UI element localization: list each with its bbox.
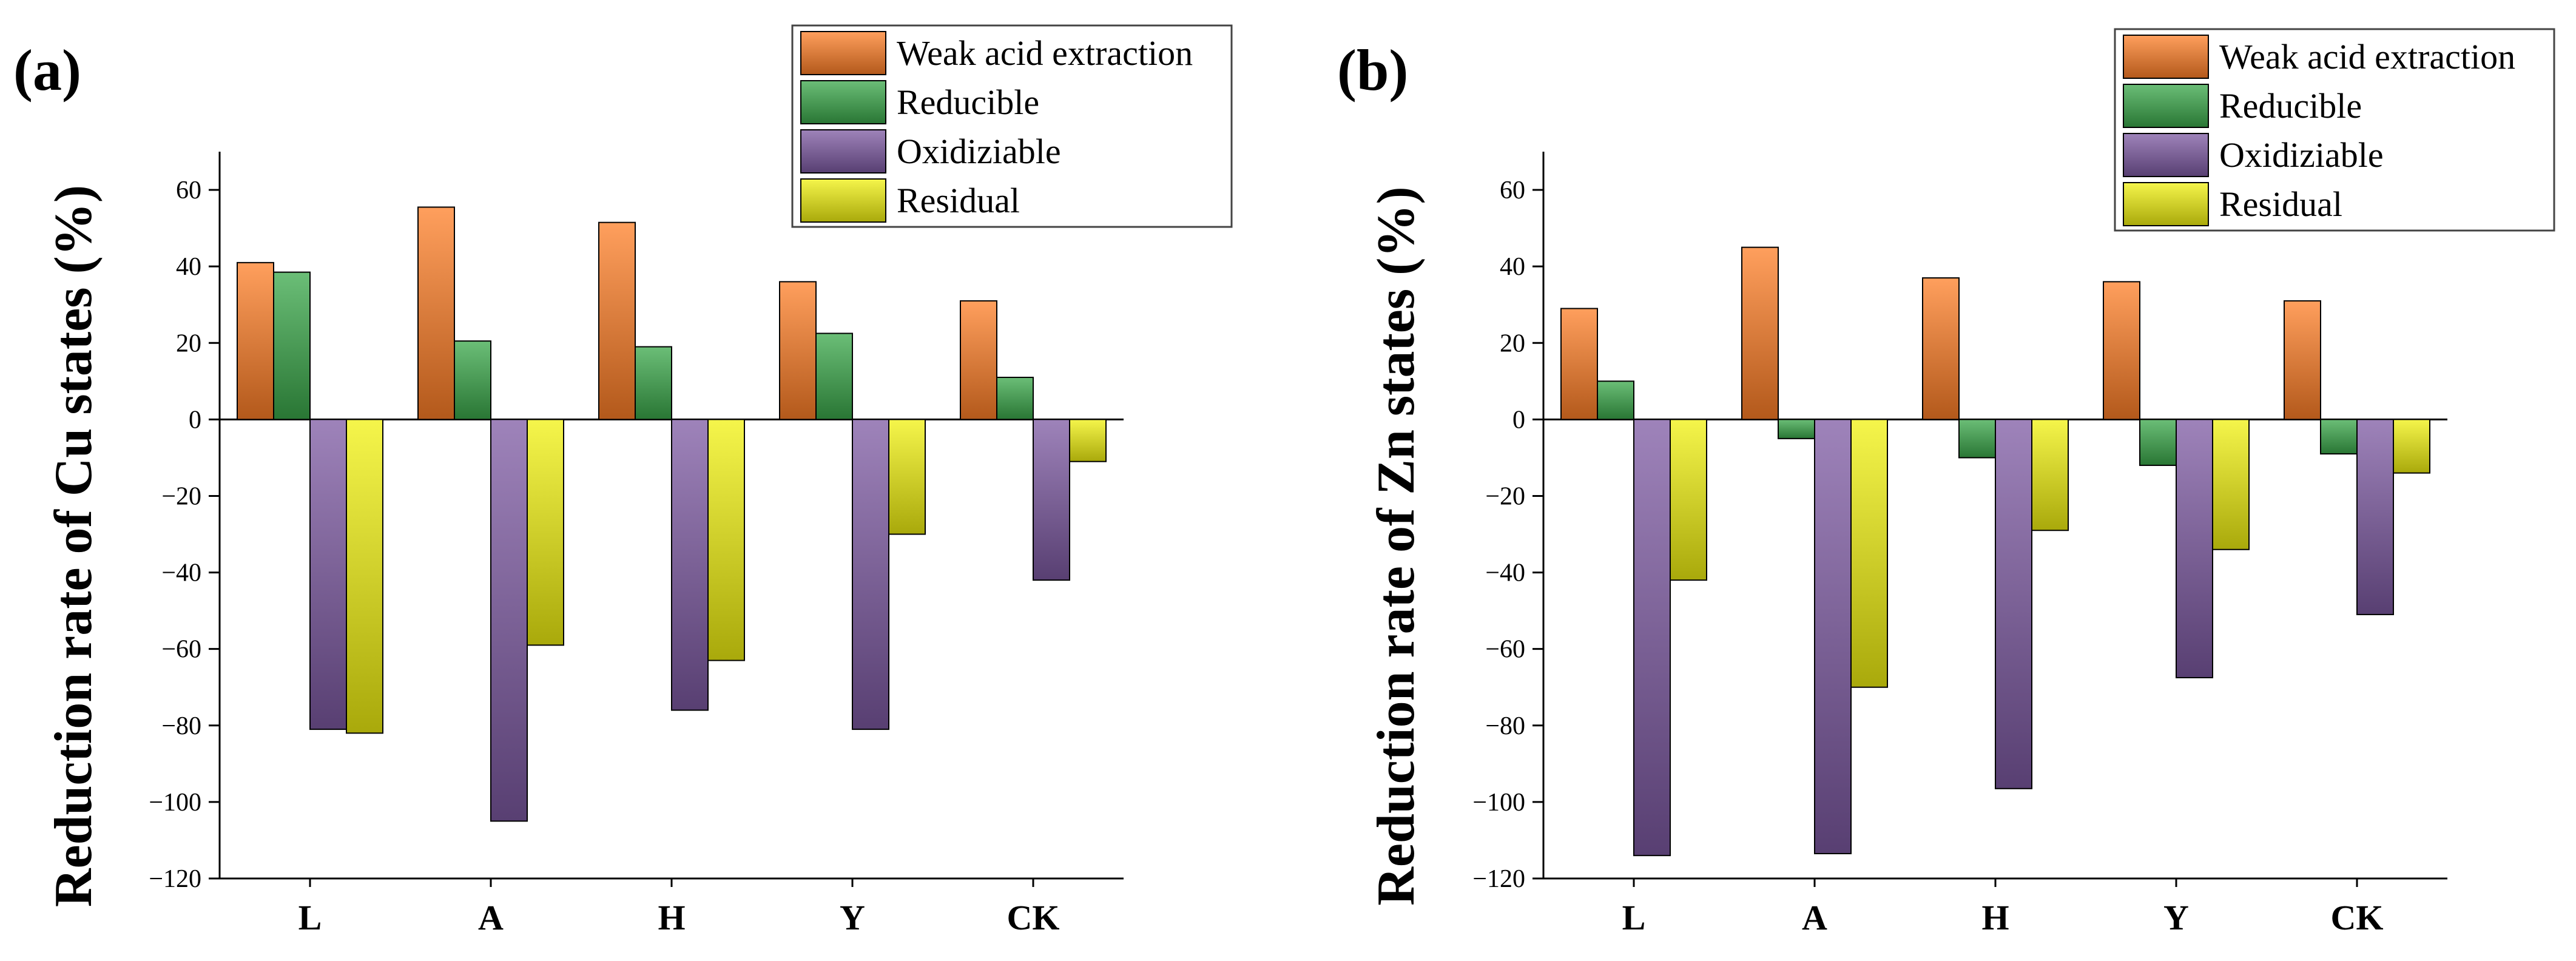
bar-a-l-s3	[346, 419, 383, 734]
bar-b-l-s0	[1560, 308, 1598, 420]
bar-a-a-s3	[527, 419, 564, 646]
legend-label-a: Weak acid extraction	[897, 33, 1193, 73]
y-tick-label-b: 20	[1500, 329, 1525, 357]
bar-a-ck-s0	[960, 300, 997, 420]
y-tick-label-b: −120	[1472, 865, 1525, 893]
bar-a-h-s3	[707, 419, 745, 661]
chart-panel-b: (b) Reduction rate of Zn states (%) −120…	[1337, 28, 2555, 937]
x-tick-label-a: A	[478, 898, 504, 937]
legend-label-a: Oxidiziable	[897, 132, 1061, 171]
panel-label-b: (b)	[1337, 38, 1408, 103]
x-tick-label-b: A	[1802, 898, 1827, 937]
x-tick-label-a: L	[298, 898, 322, 937]
bar-a-y-s0	[779, 281, 817, 420]
y-axis-title-b: Reduction rate of Zn states (%)	[1367, 186, 1426, 905]
bar-b-l-s1	[1597, 380, 1634, 420]
x-tick-label-b: L	[1622, 898, 1646, 937]
x-tick-label-b: Y	[2163, 898, 2189, 937]
legend-swatch-a	[800, 178, 886, 223]
legend-swatch-a	[800, 80, 886, 124]
bar-b-y-s3	[2212, 419, 2250, 550]
bar-b-h-s3	[2031, 419, 2069, 531]
bar-b-h-s2	[1995, 419, 2032, 789]
bar-a-ck-s2	[1033, 419, 1070, 581]
legend-label-b: Weak acid extraction	[2219, 37, 2515, 76]
bar-a-h-s1	[635, 346, 672, 420]
y-tick-label-b: 60	[1500, 177, 1525, 204]
y-tick-label-a: −20	[161, 482, 201, 510]
bar-b-l-s3	[1670, 419, 1707, 581]
bar-b-ck-s1	[2320, 419, 2358, 455]
plot-area-a: −120 −100 −80 −60 −40 −20 0 20 40 60 L A H Y CK Weak ac…	[149, 24, 1233, 937]
plot-area-b: −120 −100 −80 −60 −40 −20 0 20 40 60 L A H Y CK Weak ac…	[1472, 28, 2555, 937]
bar-a-l-s0	[237, 261, 274, 420]
bar-b-ck-s2	[2356, 419, 2394, 615]
bar-a-l-s2	[309, 419, 347, 730]
x-tick-label-b: H	[1981, 898, 2009, 937]
legend-label-a: Residual	[897, 181, 1020, 220]
bar-b-a-s1	[1778, 419, 1815, 439]
bar-a-y-s2	[852, 419, 889, 730]
bar-a-h-s0	[598, 221, 636, 420]
legend-label-b: Residual	[2219, 184, 2342, 224]
bar-b-a-s0	[1741, 246, 1779, 420]
x-tick-label-a: H	[658, 898, 685, 937]
y-tick-label-a: 20	[176, 329, 201, 357]
y-tick-label-a: −120	[149, 865, 201, 893]
y-tick-label-b: −40	[1485, 559, 1525, 587]
bar-a-ck-s1	[996, 377, 1034, 420]
bar-b-h-s1	[1958, 419, 1996, 459]
bar-a-h-s2	[671, 419, 709, 711]
bar-a-a-s2	[490, 419, 528, 822]
bar-a-y-s1	[815, 332, 853, 420]
legend-swatch-a	[800, 31, 886, 75]
bar-a-a-s0	[417, 206, 455, 420]
y-tick-label-a: −100	[149, 789, 201, 817]
bar-a-l-s1	[273, 271, 311, 420]
y-axis-title-a: Reduction rate of Cu states (%)	[44, 185, 103, 907]
panel-label-a: (a)	[13, 38, 81, 103]
legend-swatch-a	[800, 129, 886, 174]
bar-b-h-s0	[1922, 277, 1960, 420]
y-tick-label-b: −60	[1485, 636, 1525, 664]
x-tick-label-a: Y	[840, 898, 865, 937]
bar-a-a-s1	[454, 340, 491, 420]
bar-a-y-s3	[888, 419, 926, 535]
legend-label-b: Oxidiziable	[2219, 135, 2384, 175]
bar-b-a-s2	[1814, 419, 1852, 855]
y-tick-label-a: 60	[176, 177, 201, 204]
bar-b-ck-s0	[2284, 300, 2321, 420]
bar-b-ck-s3	[2393, 419, 2430, 474]
y-tick-label-a: 0	[189, 406, 201, 434]
y-tick-label-a: −60	[161, 636, 201, 664]
legend-swatch-b	[2123, 35, 2209, 79]
x-tick-label-b: CK	[2331, 898, 2384, 937]
y-tick-label-b: −80	[1485, 712, 1525, 740]
legend-swatch-b	[2123, 182, 2209, 226]
legend-swatch-b	[2123, 133, 2209, 177]
bar-b-y-s0	[2103, 281, 2140, 420]
bar-b-y-s1	[2139, 419, 2177, 467]
y-tick-label-a: 40	[176, 253, 201, 281]
y-tick-label-b: 40	[1500, 253, 1525, 281]
y-tick-label-a: −80	[161, 712, 201, 740]
legend-label-a: Reducible	[897, 83, 1039, 122]
bar-a-ck-s3	[1069, 419, 1107, 462]
y-tick-label-a: −40	[161, 559, 201, 587]
x-tick-label-a: CK	[1007, 898, 1060, 937]
legend-swatch-b	[2123, 84, 2209, 128]
bar-b-y-s2	[2176, 419, 2213, 678]
bar-b-l-s2	[1633, 419, 1671, 857]
y-tick-label-b: −20	[1485, 482, 1525, 510]
y-tick-label-b: −100	[1472, 789, 1525, 817]
y-tick-label-b: 0	[1512, 406, 1525, 434]
bar-b-a-s3	[1850, 419, 1888, 688]
legend-label-b: Reducible	[2219, 86, 2362, 126]
chart-panel-a: (a) Reduction rate of Cu states (%) −120…	[13, 24, 1233, 937]
